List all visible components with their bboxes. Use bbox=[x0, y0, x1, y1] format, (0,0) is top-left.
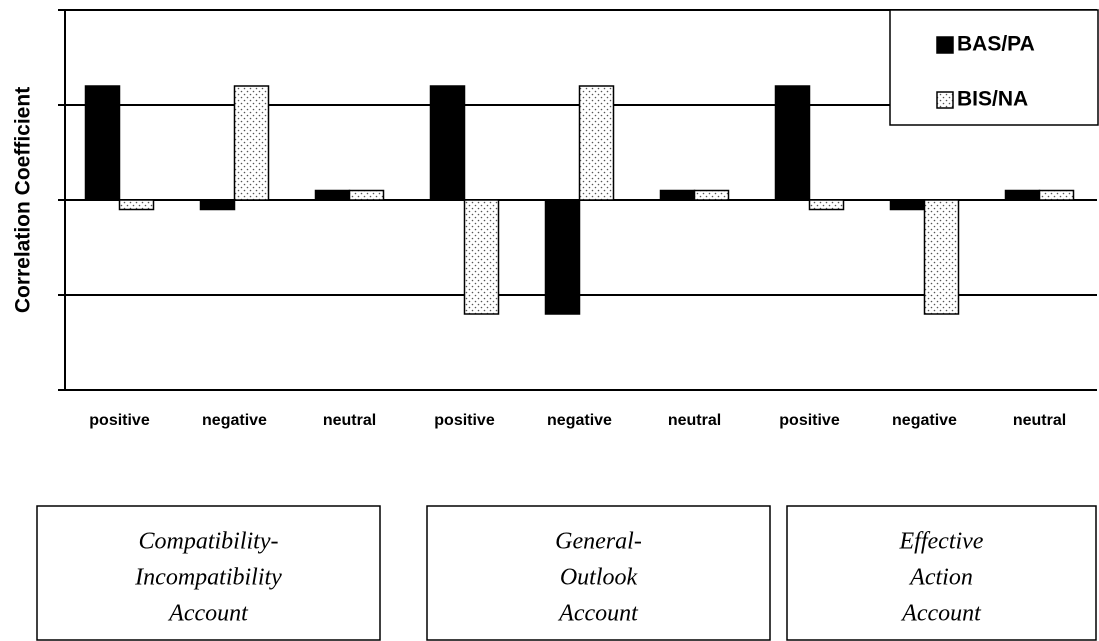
bar bbox=[233, 85, 270, 201]
legend-swatch bbox=[936, 36, 954, 54]
y-axis-label: Correlation Coefficient bbox=[12, 87, 35, 313]
bar bbox=[429, 85, 466, 201]
group-label: Effective bbox=[899, 529, 984, 555]
bar bbox=[463, 199, 500, 315]
legend-box bbox=[889, 9, 1099, 126]
group-box bbox=[786, 505, 1097, 641]
bar bbox=[1004, 189, 1041, 201]
bar bbox=[1038, 189, 1075, 201]
x-tick-label: positive bbox=[89, 412, 150, 429]
group-box bbox=[36, 505, 381, 641]
bar bbox=[774, 85, 811, 201]
bar bbox=[118, 199, 155, 211]
x-tick-label: positive bbox=[434, 412, 495, 429]
bar bbox=[348, 189, 385, 201]
group-label: Account bbox=[557, 601, 639, 627]
bar bbox=[923, 199, 960, 315]
group-label: Incompatibility bbox=[134, 565, 282, 591]
bar bbox=[544, 199, 581, 315]
x-tick-label: neutral bbox=[1013, 412, 1066, 429]
x-tick-label: negative bbox=[202, 412, 267, 429]
legend-label: BAS/PA bbox=[957, 33, 1035, 56]
group-label: Action bbox=[908, 565, 973, 591]
x-tick-label: neutral bbox=[668, 412, 721, 429]
bar bbox=[808, 199, 845, 211]
bar bbox=[199, 199, 236, 211]
group-label: Account bbox=[167, 601, 249, 627]
bar bbox=[578, 85, 615, 201]
legend-label: BIS/NA bbox=[957, 88, 1028, 111]
group-label: Compatibility- bbox=[139, 529, 279, 555]
bar bbox=[84, 85, 121, 201]
x-tick-label: negative bbox=[892, 412, 957, 429]
bar bbox=[314, 189, 351, 201]
group-label: Account bbox=[900, 601, 982, 627]
x-tick-label: positive bbox=[779, 412, 840, 429]
group-box bbox=[426, 505, 771, 641]
bar bbox=[889, 199, 926, 211]
bar bbox=[659, 189, 696, 201]
x-tick-label: negative bbox=[547, 412, 612, 429]
group-label: General- bbox=[555, 529, 642, 555]
bar bbox=[693, 189, 730, 201]
legend-swatch bbox=[936, 91, 954, 109]
group-label: Outlook bbox=[560, 565, 638, 591]
x-tick-label: neutral bbox=[323, 412, 376, 429]
